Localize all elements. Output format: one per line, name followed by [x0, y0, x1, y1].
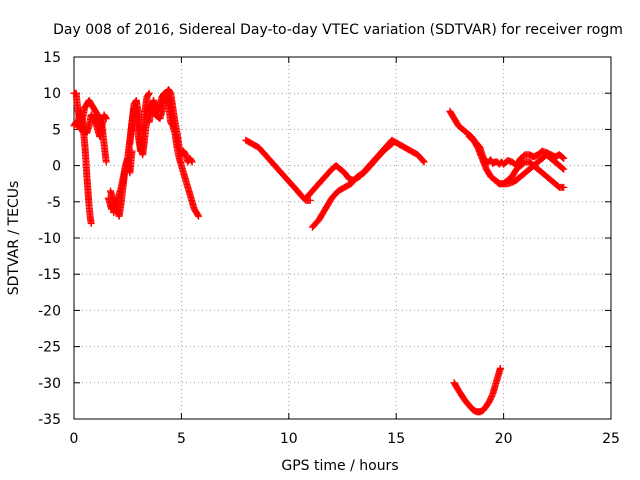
y-tick-label: -5 [47, 195, 61, 211]
series-arc-15 [450, 364, 504, 416]
grid-lines [74, 57, 611, 419]
y-tick-label: -35 [38, 412, 61, 428]
y-tick-label: 15 [43, 50, 61, 66]
data-point [102, 113, 110, 121]
series-arc-3 [74, 107, 110, 141]
y-tick-label: 10 [43, 86, 61, 102]
x-tick-label: 10 [280, 431, 298, 447]
data-point [560, 154, 568, 162]
series-arc-13 [465, 133, 568, 188]
data-point [496, 364, 504, 372]
data-point [419, 157, 427, 165]
data-point [102, 158, 110, 166]
y-tick-label: -25 [38, 340, 61, 356]
data-point [559, 164, 567, 172]
x-tick-label: 20 [495, 431, 513, 447]
data-point [102, 115, 110, 123]
y-tick-label: -15 [38, 267, 61, 283]
data-point [188, 158, 196, 166]
x-tick-label: 5 [177, 431, 186, 447]
data-point [560, 183, 568, 191]
data-marks [70, 86, 568, 416]
data-point [187, 157, 195, 165]
series-arc-1 [70, 89, 95, 228]
y-tick-label: -20 [38, 303, 61, 319]
y-tick-label: 5 [52, 122, 61, 138]
series-arc-14 [491, 158, 568, 191]
data-point [560, 165, 568, 173]
data-point [306, 196, 314, 204]
series-arc-9 [242, 136, 314, 204]
data-point [387, 141, 395, 149]
data-point [388, 140, 396, 148]
x-axis: 0 5 10 15 20 25 [70, 57, 620, 447]
y-tick-label: -30 [38, 376, 61, 392]
y-tick-label: 0 [52, 159, 61, 175]
series-arc-11 [308, 140, 396, 231]
data-point [195, 212, 203, 220]
series-arc-8 [147, 86, 196, 166]
x-axis-label: GPS time / hours [281, 458, 398, 474]
data-point [144, 90, 152, 98]
x-tick-label: 0 [70, 431, 79, 447]
x-tick-label: 15 [387, 431, 405, 447]
y-axis-label: SDTVAR / TECUs [6, 181, 22, 296]
y-axis: 15 10 5 0 -5 -10 -15 -20 -25 -30 -35 [38, 50, 611, 428]
chart-title: Day 008 of 2016, Sidereal Day-to-day VTE… [53, 22, 623, 38]
data-point [420, 158, 428, 166]
x-tick-label: 25 [602, 431, 620, 447]
data-point [145, 89, 153, 97]
data-point [194, 211, 202, 219]
data-point [559, 153, 567, 161]
y-tick-label: -10 [38, 231, 61, 247]
data-point [87, 220, 95, 228]
